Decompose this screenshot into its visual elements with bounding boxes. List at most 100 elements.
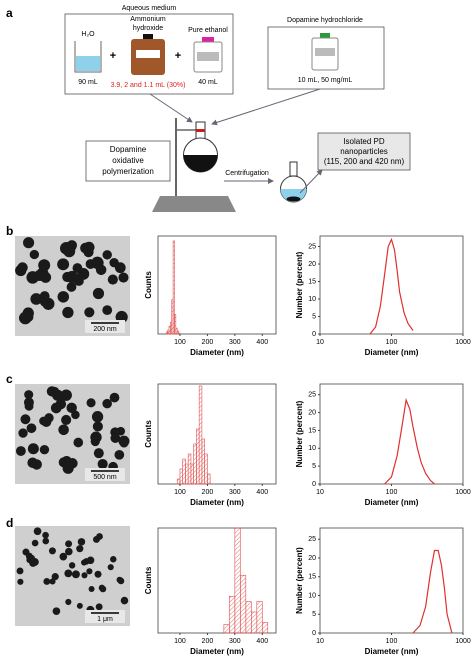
x-tick-label: 100 (174, 638, 186, 645)
particle (65, 540, 73, 548)
particle (98, 584, 106, 592)
x-tick-label: 100 (174, 489, 186, 496)
water (76, 56, 100, 71)
y-tick-label: 25 (308, 243, 316, 250)
flask-content (183, 155, 218, 172)
plus: + (110, 50, 116, 62)
particle (66, 282, 77, 292)
y-tick-label: 0 (312, 331, 316, 338)
particle (16, 567, 24, 575)
bar (196, 428, 200, 485)
y-tick-label: 15 (308, 574, 316, 581)
particle (119, 438, 129, 448)
bar (185, 463, 189, 485)
bar (245, 601, 252, 634)
particle (23, 311, 34, 323)
cap (143, 34, 153, 39)
particle (92, 287, 105, 300)
panel-label: a (6, 6, 13, 20)
x-tick-label: 100 (174, 339, 186, 346)
particle (50, 402, 62, 414)
particle (66, 240, 77, 252)
particle (42, 531, 49, 539)
bar (229, 595, 236, 634)
bar (172, 240, 175, 335)
particle (86, 556, 95, 565)
x-tick-label: 200 (202, 638, 214, 645)
y-tick-label: 20 (308, 409, 316, 416)
bar (187, 453, 192, 485)
particle (110, 556, 117, 563)
y-tick-label: 5 (312, 463, 316, 470)
arrow (211, 88, 321, 126)
particle (94, 570, 102, 578)
particle (76, 602, 83, 609)
plot-frame (157, 527, 277, 634)
x-axis-label: Diameter (nm) (190, 348, 244, 357)
reagent: H₂O (81, 31, 95, 38)
particle (77, 268, 90, 280)
bar (178, 332, 181, 335)
scale-bar-label: 1 μm (97, 616, 113, 623)
particle (28, 554, 35, 561)
particle (61, 414, 72, 425)
particle (23, 237, 35, 249)
particle (59, 552, 68, 561)
particle (118, 272, 129, 283)
particle (62, 271, 73, 283)
product: nanoparticles (340, 147, 388, 156)
step: polymerization (102, 167, 154, 176)
y-tick-label: 15 (308, 427, 316, 434)
step: oxidative (112, 156, 144, 165)
arrow (299, 169, 323, 194)
particle (68, 562, 76, 569)
line (369, 237, 414, 335)
bar (261, 622, 269, 634)
product-box (317, 132, 411, 171)
scale-bar-label: 200 nm (93, 326, 117, 333)
plot-frame (319, 235, 464, 335)
bar (207, 473, 211, 485)
particle (62, 306, 74, 319)
bottle-label (136, 50, 160, 58)
panel-label: d (6, 516, 13, 530)
x-tick-label: 1000 (455, 638, 471, 645)
particle (43, 578, 51, 585)
x-tick-label: 10 (316, 339, 324, 346)
bar (182, 458, 186, 485)
particle (39, 444, 50, 455)
y-axis-label: Counts (144, 271, 153, 299)
particle (102, 250, 112, 260)
y-tick-label: 20 (308, 261, 316, 268)
group-title: Aqueous medium (122, 5, 177, 12)
particle (80, 242, 91, 254)
particle (49, 578, 56, 585)
particle (91, 411, 104, 423)
bar (234, 527, 241, 634)
pellet (286, 196, 301, 202)
particle (66, 402, 77, 414)
product: (115, 200 and 420 nm) (324, 157, 405, 166)
particle (42, 537, 50, 545)
particle (102, 305, 113, 316)
x-tick-label: 1000 (455, 489, 471, 496)
x-tick-label: 400 (256, 638, 268, 645)
y-tick-label: 20 (308, 555, 316, 562)
particle (50, 386, 60, 396)
particle (102, 398, 112, 409)
particle (58, 457, 69, 468)
x-tick-label: 300 (229, 489, 241, 496)
bottle-label (315, 48, 335, 56)
particle (73, 437, 84, 448)
particle (30, 293, 43, 305)
particle (90, 431, 102, 443)
y-axis-label: Counts (144, 566, 153, 594)
particle (81, 572, 88, 579)
particle (88, 586, 95, 592)
x-tick-label: 100 (386, 638, 398, 645)
particle (92, 421, 103, 432)
y-axis-label: Number (percent) (295, 400, 304, 467)
bar (223, 624, 230, 634)
y-tick-label: 15 (308, 278, 316, 285)
